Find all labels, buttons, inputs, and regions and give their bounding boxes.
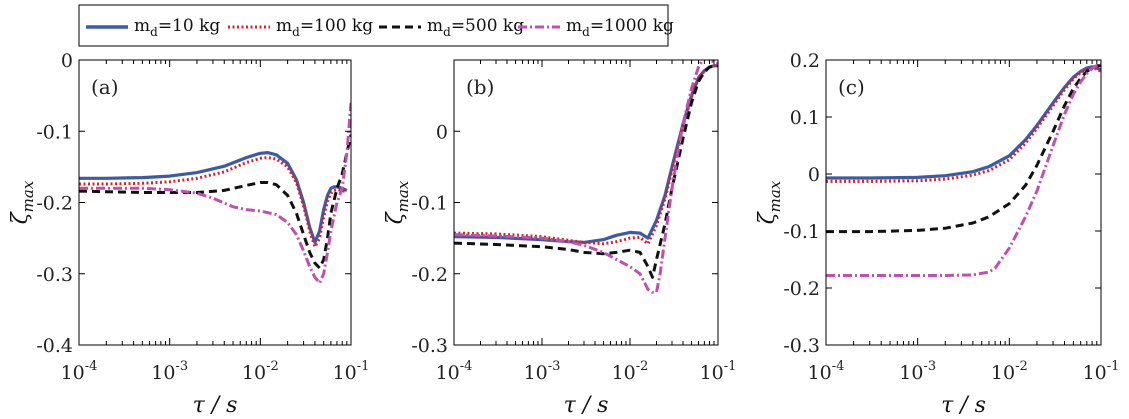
panel-a-series-md-1000-kg	[79, 102, 351, 285]
panel-a-label: (a)	[91, 75, 119, 99]
panel-a-xlabel: τ / s	[193, 393, 238, 418]
panel-b-xtick-label: 10-1	[700, 359, 737, 384]
panel-c-ytick-label: 0.1	[790, 107, 820, 129]
panel-b-series-md-500-kg	[454, 64, 718, 279]
panel-b-series-md-100-kg	[454, 64, 718, 246]
panel-b-axes-frame	[453, 59, 719, 346]
panel-b-xtick-label: 10-3	[524, 359, 561, 384]
panel-b-series-md-1000-kg	[454, 60, 718, 294]
panel-c-series-md-10-kg	[826, 65, 1101, 180]
panel-b-xtick-label: 10-2	[612, 359, 649, 384]
panel-c-xtick-label: 10-2	[991, 359, 1028, 384]
panel-a-ytick-label: -0.4	[36, 335, 73, 357]
panel-b-xlabel: τ / s	[564, 393, 609, 418]
panel-c-xlabel: τ / s	[941, 393, 986, 418]
panel-a-xtick-label: 10-3	[151, 359, 188, 384]
legend-label-md-10: md=10 kg	[134, 16, 220, 39]
panel-b-ytick-label: -0.1	[411, 193, 448, 215]
panel-b-series-group	[454, 60, 718, 294]
panel-c-ytick-label: -0.2	[783, 278, 820, 300]
panel-c-axes-frame	[825, 59, 1102, 346]
panel-c-label: (c)	[838, 75, 865, 99]
panel-b-ylabel: ζmax	[383, 180, 412, 224]
panel-b-ytick-label: -0.3	[411, 335, 448, 357]
panel-a-ytick-label: -0.3	[36, 264, 73, 286]
legend-label-md-1000: md=1000 kg	[566, 16, 674, 39]
panel-a-series-md-500-kg	[79, 134, 351, 270]
panel-c-series-group	[826, 63, 1101, 277]
legend-label-md-500: md=500 kg	[427, 16, 524, 39]
chart-panels: 0-0.1-0.2-0.3-0.410-4 10-3 10-2 10-1(a)τ / …	[8, 50, 1119, 418]
panel-a-series-md-100-kg	[79, 156, 348, 249]
panel-b-label: (b)	[466, 75, 494, 99]
panel-c-ytick-label: 0.2	[790, 50, 820, 72]
panel-c-series-md-500-kg	[826, 64, 1101, 234]
panel-b-xtick-label: 10-4	[436, 359, 473, 384]
panel-c-ylabel: ζmax	[755, 180, 784, 224]
panel-c-xtick-label: 10-4	[808, 359, 845, 384]
panel-a-ytick-label: -0.1	[36, 121, 73, 143]
panel-a-xtick-label: 10-2	[242, 359, 279, 384]
panel-a-xtick-label: 10-1	[333, 359, 370, 384]
panel-a-series-md-10-kg	[79, 151, 348, 244]
legend: md=10 kg md=100 kg md=500 kg md=1000 kg	[78, 4, 674, 47]
panel-c-xtick-label: 10-3	[899, 359, 936, 384]
chart-panel-c: 0.2 0.1 0 -0.1 -0.2 -0.310-4 10-3 10-2 10-1 (c) τ …	[755, 50, 1119, 418]
panel-a-series-group	[79, 102, 351, 285]
panel-c-series-md-1000-kg	[826, 63, 1101, 277]
panel-a-xtick-label: 10-4	[61, 359, 98, 384]
chart-panel-a: 0 -0.1 -0.2 -0.3 -0.410-4 10-3 10-2 10-1 (a) τ / …	[8, 50, 369, 418]
panel-c-ytick-label: -0.3	[783, 335, 820, 357]
panel-b-ytick-label: 0	[436, 121, 448, 143]
panel-a-ylabel: ζmax	[8, 180, 37, 224]
panel-c-ytick-label: -0.1	[783, 221, 820, 243]
legend-box	[78, 4, 669, 47]
panel-a-axes-frame	[78, 59, 352, 346]
panel-c-ytick-label: 0	[808, 164, 820, 186]
chart-panel-b: 0 -0.1 -0.2 -0.310-4 10-3 10-2 10-1 (b) τ / s ζma…	[383, 59, 737, 418]
panel-c-xtick-label: 10-1	[1083, 359, 1120, 384]
panel-a-ytick-label: -0.2	[36, 193, 73, 215]
panel-a-ytick-label: 0	[61, 50, 73, 72]
panel-b-ytick-label: -0.2	[411, 264, 448, 286]
legend-label-md-100: md=100 kg	[276, 16, 373, 39]
